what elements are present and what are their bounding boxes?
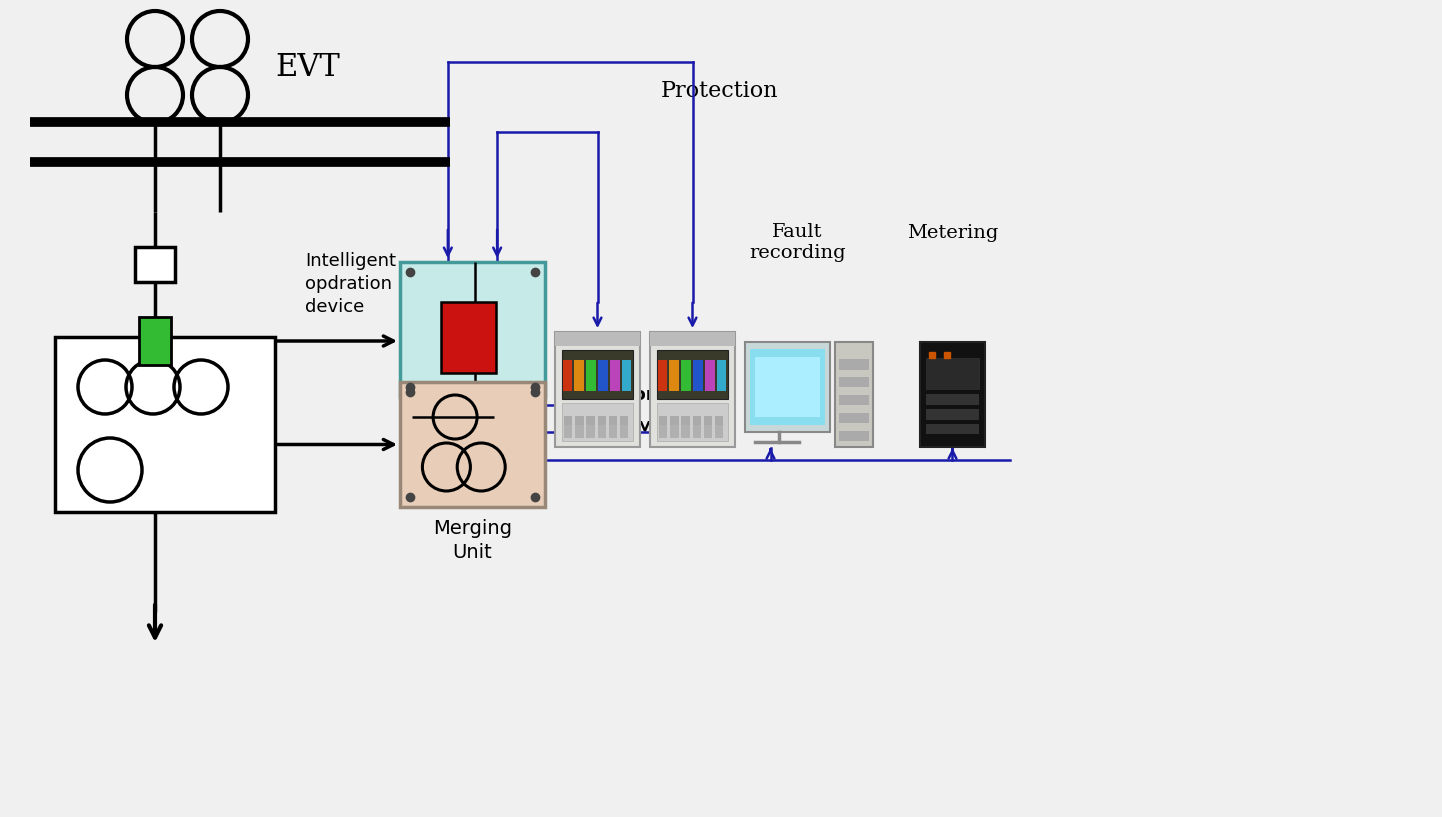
Bar	[574, 360, 584, 391]
Bar	[585, 360, 596, 391]
Bar	[705, 360, 715, 391]
Bar	[555, 332, 640, 447]
Bar	[622, 360, 632, 391]
Bar	[681, 416, 689, 425]
Bar	[658, 360, 668, 391]
Bar	[562, 403, 633, 441]
Bar	[839, 359, 870, 369]
Bar	[926, 409, 979, 420]
Text: Merging
Unit: Merging Unit	[433, 519, 512, 561]
Bar	[715, 416, 724, 425]
Bar	[926, 395, 979, 405]
Bar	[839, 413, 870, 423]
Bar	[620, 426, 629, 438]
Bar	[399, 262, 545, 397]
Bar	[704, 426, 712, 438]
Bar	[562, 350, 633, 399]
Bar	[399, 382, 545, 507]
Bar	[555, 332, 640, 346]
Text: Protection: Protection	[552, 386, 659, 404]
Bar	[681, 360, 691, 391]
Text: EVT: EVT	[275, 51, 340, 83]
Bar	[138, 317, 172, 365]
Bar	[609, 426, 617, 438]
Bar	[681, 426, 689, 438]
Bar	[692, 426, 701, 438]
Bar	[920, 342, 985, 447]
Bar	[671, 416, 679, 425]
Bar	[598, 360, 607, 391]
Bar	[620, 416, 629, 425]
Bar	[835, 342, 872, 447]
Text: Intelligent
opdration
device: Intelligent opdration device	[306, 252, 397, 316]
Bar	[750, 350, 825, 425]
Bar	[658, 350, 728, 399]
Bar	[136, 247, 174, 282]
Text: ECVT: ECVT	[180, 382, 257, 407]
Bar	[562, 360, 572, 391]
Bar	[756, 357, 820, 417]
Bar	[715, 426, 724, 438]
Bar	[587, 416, 594, 425]
Text: Measure: Measure	[634, 420, 721, 438]
Bar	[717, 360, 727, 391]
Bar	[658, 403, 728, 441]
Text: Protection: Protection	[662, 80, 779, 102]
Bar	[839, 395, 870, 405]
Bar	[597, 416, 606, 425]
Bar	[575, 416, 584, 425]
Bar	[610, 360, 620, 391]
Bar	[694, 360, 702, 391]
Bar	[839, 431, 870, 441]
Bar	[587, 426, 594, 438]
Bar	[659, 426, 668, 438]
Bar	[609, 416, 617, 425]
Bar	[839, 377, 870, 387]
Bar	[564, 426, 572, 438]
Bar	[926, 424, 979, 435]
Bar	[746, 342, 831, 432]
Bar	[669, 360, 679, 391]
Bar	[55, 337, 275, 512]
Bar	[650, 332, 735, 346]
Bar	[704, 416, 712, 425]
Bar	[564, 416, 572, 425]
Bar	[659, 416, 668, 425]
Bar	[692, 416, 701, 425]
Bar	[650, 332, 735, 447]
Bar	[441, 302, 496, 373]
Bar	[926, 358, 979, 389]
Bar	[575, 426, 584, 438]
Text: Metering: Metering	[907, 224, 998, 242]
Bar	[671, 426, 679, 438]
Bar	[597, 426, 606, 438]
Text: Fault
recording: Fault recording	[750, 223, 846, 262]
